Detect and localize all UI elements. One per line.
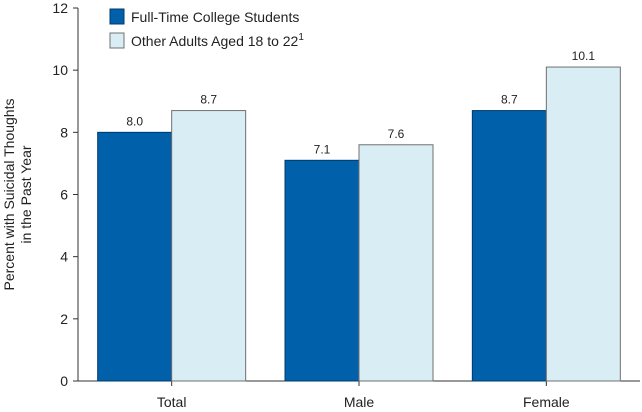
bar-value-label: 7.1 (314, 142, 331, 156)
x-category-label: Female (523, 394, 570, 410)
bar-value-label: 8.7 (200, 93, 217, 107)
bar-value-label: 8.0 (126, 114, 143, 128)
bar-male-series-2 (358, 144, 434, 382)
x-category-label: Total (157, 394, 187, 410)
legend-swatch-series-1 (109, 8, 125, 25)
bar-total-series-1 (97, 131, 173, 382)
bar-male-series-1 (284, 159, 360, 382)
y-axis-title: Percent with Suicidal Thoughtsin the Pas… (1, 99, 34, 291)
bar-female-series-1 (471, 110, 547, 382)
legend-label-series-2: Other Adults Aged 18 to 221 (131, 32, 304, 49)
y-axis-label: Percent with Suicidal Thoughtsin the Pas… (1, 99, 34, 291)
y-tick-label: 4 (60, 249, 68, 265)
legend-swatch-series-2 (109, 32, 125, 49)
y-tick-label: 12 (52, 0, 68, 16)
x-category-label: Male (344, 394, 375, 410)
bar-value-label: 8.7 (501, 93, 518, 107)
legend: Full-Time College Students Other Adults A… (109, 8, 304, 49)
y-tick-label: 0 (60, 373, 68, 389)
axes: 0 2 4 6 8 10 12 Total Male Female (52, 0, 640, 410)
y-tick-label: 8 (60, 124, 68, 140)
legend-label-series-1: Full-Time College Students (131, 9, 299, 25)
y-tick-label: 10 (52, 62, 68, 78)
y-tick-label: 6 (60, 187, 68, 203)
bar-total-series-2 (171, 110, 247, 382)
bars: 8.0 8.7 7.1 7.6 8.7 10.1 (97, 49, 621, 382)
bar-value-label: 7.6 (388, 127, 405, 141)
bar-value-label: 10.1 (572, 49, 596, 63)
bar-female-series-2 (545, 66, 621, 382)
y-tick-label: 2 (60, 311, 68, 327)
